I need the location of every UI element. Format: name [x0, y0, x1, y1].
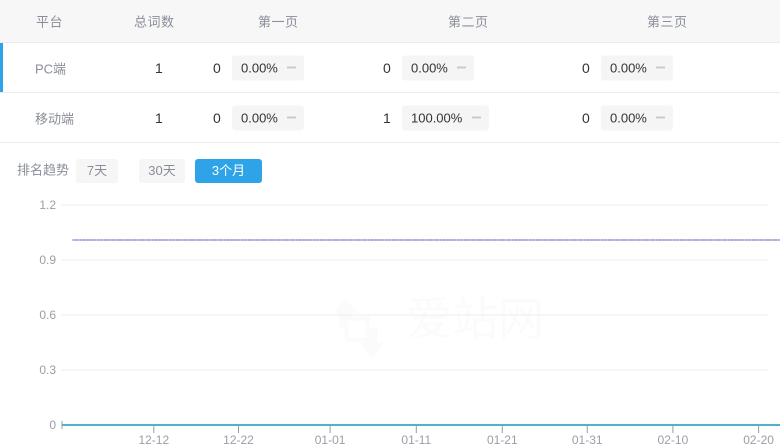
svg-text:12-22: 12-22	[223, 433, 254, 446]
svg-text:0: 0	[49, 418, 56, 432]
svg-text:0.3: 0.3	[39, 363, 56, 377]
svg-text:01-01: 01-01	[315, 433, 346, 446]
svg-text:02-20: 02-20	[743, 433, 774, 446]
svg-text:01-21: 01-21	[487, 433, 518, 446]
svg-text:02-10: 02-10	[658, 433, 689, 446]
svg-text:爱站网: 爱站网	[406, 293, 544, 345]
svg-text:01-31: 01-31	[572, 433, 603, 446]
svg-text:12-12: 12-12	[138, 433, 169, 446]
svg-text:0.9: 0.9	[39, 253, 56, 267]
svg-text:01-11: 01-11	[401, 433, 431, 446]
svg-text:1.2: 1.2	[39, 198, 56, 212]
svg-text:0.6: 0.6	[39, 308, 56, 322]
